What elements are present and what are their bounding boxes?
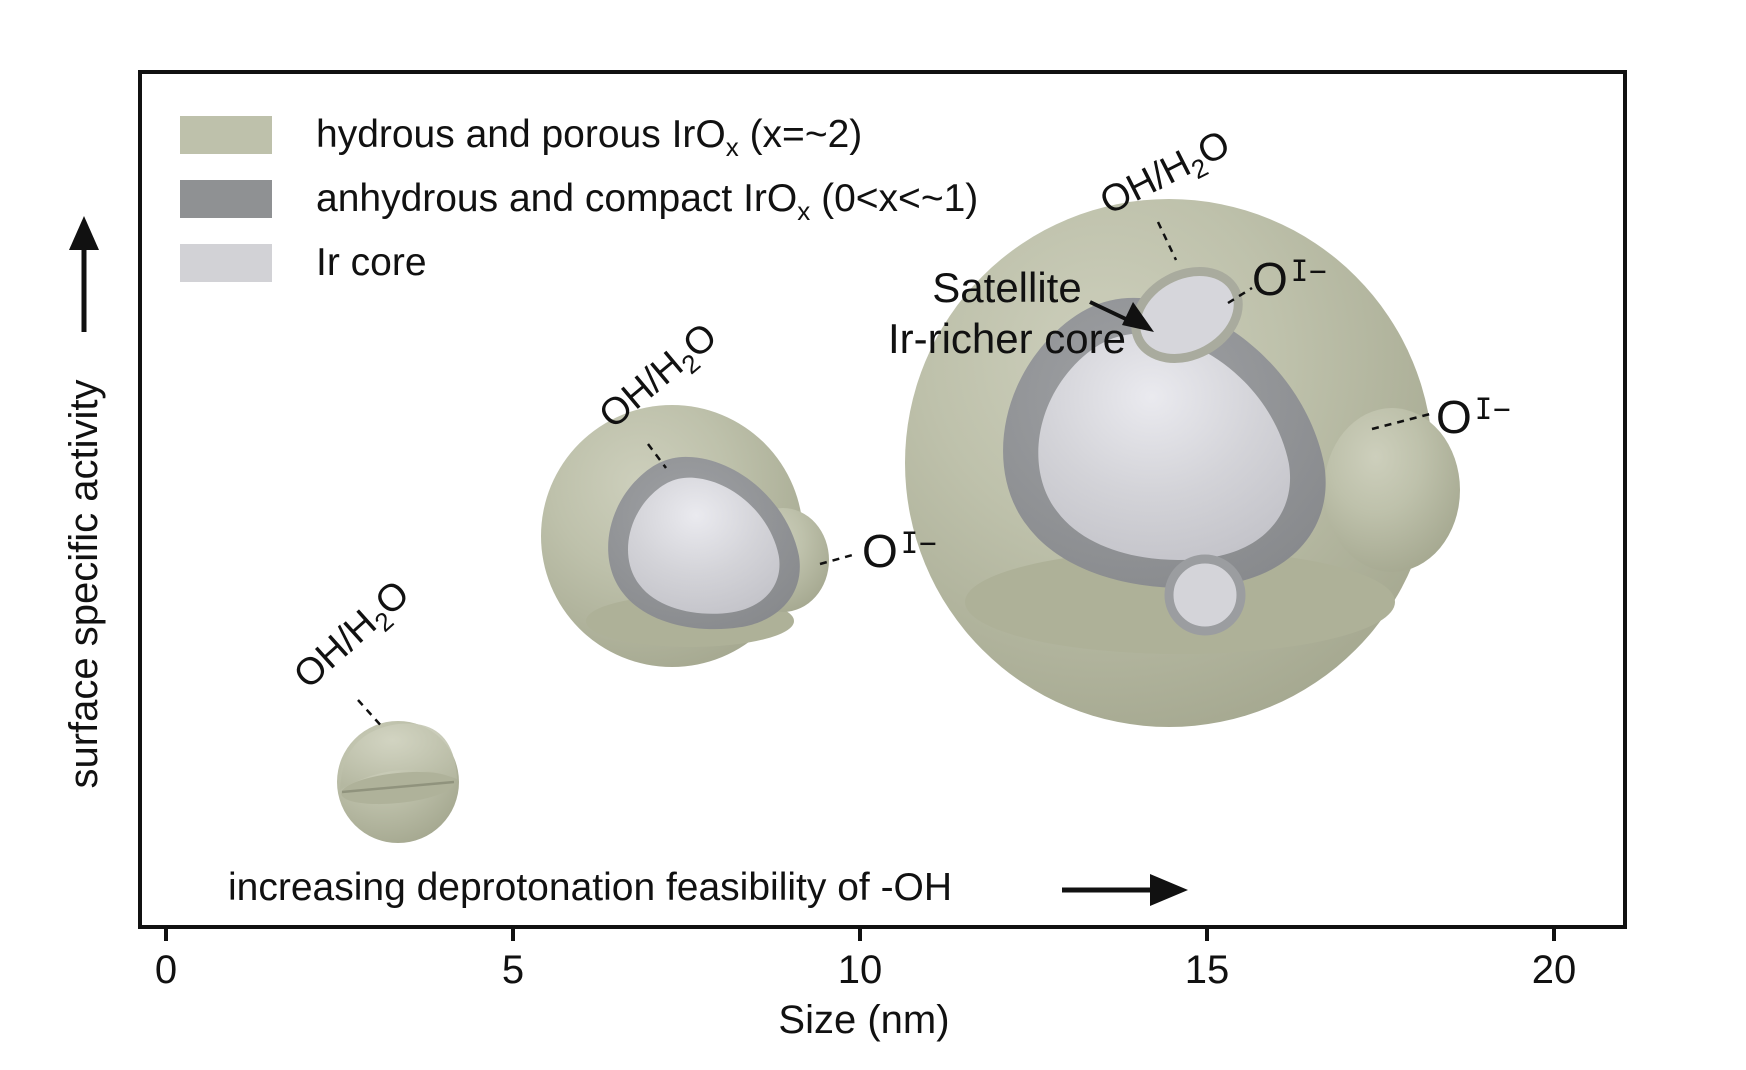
satellite-core-bottom [1164,554,1246,636]
legend-text-suffix: (x=~2) [738,113,863,156]
x-axis-label: Size (nm) [778,998,950,1042]
satellite-label-line1: Satellite [932,264,1082,311]
legend-subscript: x [797,195,811,226]
legend-swatch-anhydrous [180,180,272,218]
o-oxidation-label-large-right: O I− [1436,386,1512,440]
large-shell-bulge [1324,408,1460,572]
nanoparticle-small [337,721,459,843]
x-tick-label-10: 10 [837,948,883,992]
legend-swatch-core [180,244,272,282]
x-tick-10 [858,925,862,941]
legend-label-ircore: Ir core [316,241,427,284]
small-cut-dome [340,723,457,790]
legend-text-suffix: (0<x<~1) [810,177,979,220]
o-base: O [862,525,898,577]
deprotonation-annotation: increasing deprotonation feasibility of … [228,866,953,909]
nanoparticle-large [905,199,1460,727]
legend-text: hydrous and porous IrO [316,113,726,156]
x-tick-20 [1552,925,1556,941]
x-tick-label-20: 20 [1531,948,1577,992]
o-superscript: I− [1474,392,1512,426]
o-superscript: I− [1290,254,1328,288]
satellite-label-line2: Ir-richer core [887,315,1127,362]
satellite-core-label: Satellite Ir-richer core [872,262,1142,364]
x-tick-0 [164,925,168,941]
legend-text: anhydrous and compact IrO [316,177,798,220]
legend-subscript: x [725,131,739,162]
o-base: O [1436,391,1472,443]
o-base: O [1252,253,1288,305]
o-oxidation-label-medium: O I− [862,520,938,574]
x-tick-label-5: 5 [501,948,525,992]
x-tick-label-0: 0 [154,948,178,992]
legend-label-hydrous: hydrous and porous IrOx (x=~2) [316,113,863,166]
x-tick-5 [511,925,515,941]
y-axis-arrowhead [69,216,99,250]
legend-label-anhydrous: anhydrous and compact IrOx (0<x<~1) [316,177,979,230]
legend-swatch-hydrous [180,116,272,154]
small-cut-crease [341,780,455,794]
o-superscript: I− [900,526,938,560]
plot-frame [138,70,1627,929]
o-oxidation-label-large-top: O I− [1252,248,1328,302]
x-tick-15 [1205,925,1209,941]
x-tick-label-15: 15 [1184,948,1230,992]
nanoparticle-medium [541,405,829,667]
legend-text: Ir core [316,241,427,284]
y-axis-label: surface specific activity [62,379,106,789]
